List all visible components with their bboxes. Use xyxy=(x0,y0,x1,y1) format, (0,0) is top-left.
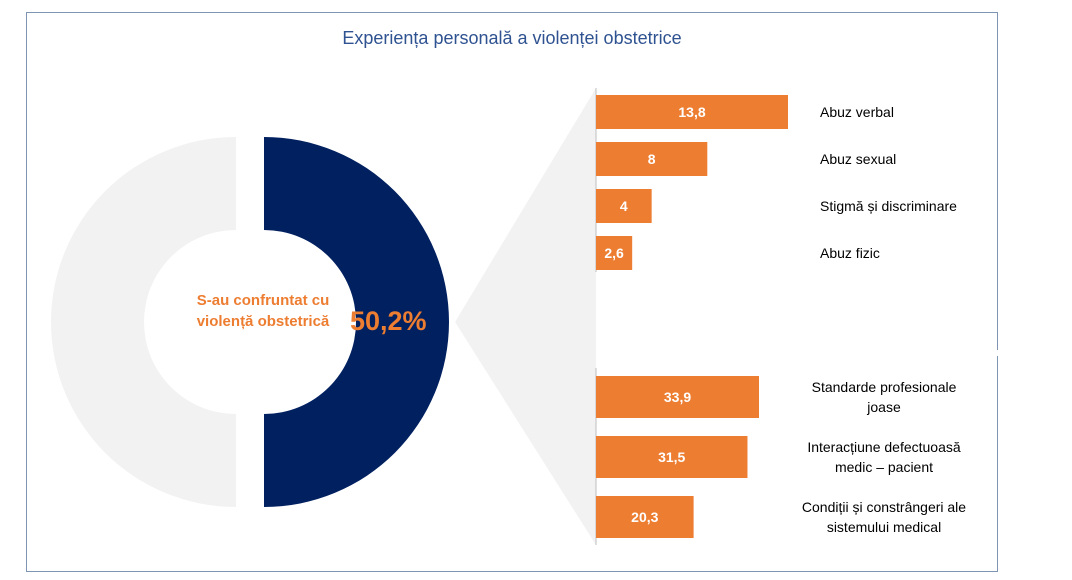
bar-value-label: 2,6 xyxy=(604,245,624,261)
bar-category-label: medic – pacient xyxy=(835,459,933,475)
bar xyxy=(596,189,652,223)
connector-wedge xyxy=(455,88,596,545)
bar-value-label: 31,5 xyxy=(658,449,685,465)
bar-category-label: Stigmă și discriminare xyxy=(820,198,957,214)
bar xyxy=(596,142,708,176)
bar xyxy=(596,496,694,538)
bar-category-label: Abuz verbal xyxy=(820,104,894,120)
bar-category-label: joase xyxy=(866,399,901,415)
frame-gap xyxy=(994,350,1002,356)
bar-value-label: 33,9 xyxy=(664,389,691,405)
bar xyxy=(596,436,748,478)
bar-category-label: Condiții și constrângeri ale xyxy=(802,499,966,515)
donut-center-label: S-au confruntat cu violență obstetrică xyxy=(196,292,330,330)
chart-frame xyxy=(26,12,998,572)
chart-title: Experiența personală a violenței obstetr… xyxy=(342,28,682,48)
bar-category-label: sistemului medical xyxy=(827,519,941,535)
donut-hole xyxy=(168,232,348,412)
bar xyxy=(596,376,759,418)
bar-category-label: Abuz sexual xyxy=(820,151,896,167)
donut-slice-confronted xyxy=(264,137,449,507)
bar xyxy=(596,95,788,129)
bar-value-label: 8 xyxy=(648,151,656,167)
donut-slice-rest xyxy=(51,137,236,507)
bar-value-label: 20,3 xyxy=(631,509,658,525)
bar xyxy=(596,236,633,270)
bar-category-label: Interacțiune defectuoasă xyxy=(807,439,961,455)
bar-category-label: Abuz fizic xyxy=(820,245,880,261)
bar-value-label: 13,8 xyxy=(678,104,705,120)
donut-value-label: 50,2% xyxy=(350,306,427,336)
bar-value-label: 4 xyxy=(620,198,628,214)
bar-category-label: Standarde profesionale xyxy=(812,379,957,395)
